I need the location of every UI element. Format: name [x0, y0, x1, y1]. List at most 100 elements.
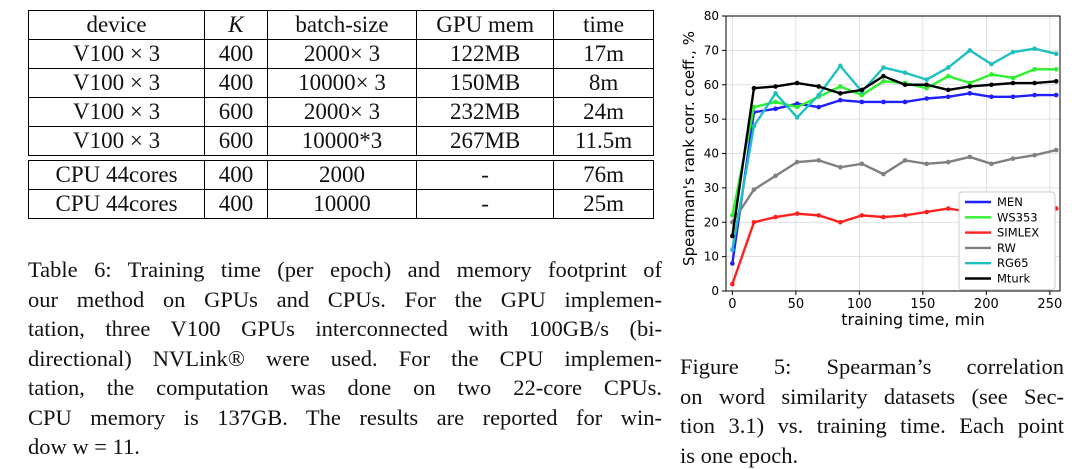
x-tick-label: 0 [728, 297, 736, 312]
legend-label: RG65 [997, 256, 1029, 270]
data-point [903, 213, 908, 218]
cell-device: V100 × 3 [29, 40, 205, 69]
data-point [730, 261, 735, 266]
data-point [1011, 156, 1016, 161]
data-point [773, 100, 778, 105]
cell-batch-size: 2000 [267, 161, 416, 190]
header-time: time [554, 11, 654, 40]
cell-device: CPU 44cores [29, 190, 205, 219]
data-point [989, 162, 994, 167]
cell-batch-size: 10000*3 [267, 127, 416, 156]
data-point [795, 115, 800, 120]
data-point [1054, 148, 1059, 153]
data-point [989, 82, 994, 87]
cell-device: V100 × 3 [29, 98, 205, 127]
caption-line: tation, the computation was done on two … [28, 373, 662, 403]
data-point [838, 165, 843, 170]
cell-gpu-mem: 232MB [417, 98, 554, 127]
data-point [1011, 50, 1016, 55]
figure-caption: Figure 5: Spearman’s correlation on word… [680, 352, 1064, 470]
caption-line: our method on GPUs and CPUs. For the GPU… [28, 285, 662, 315]
data-point [924, 82, 929, 87]
legend-label: MEN [997, 195, 1023, 209]
table-row: CPU 44cores 400 2000 - 76m [29, 161, 654, 190]
data-point [752, 220, 757, 225]
data-point [924, 96, 929, 101]
data-point [968, 48, 973, 53]
data-point [1032, 153, 1037, 158]
data-point [838, 84, 843, 89]
cell-k: 400 [205, 161, 268, 190]
cell-gpu-mem: 267MB [417, 127, 554, 156]
cell-time: 11.5m [554, 127, 654, 156]
header-gpu-mem: GPU mem [417, 11, 554, 40]
data-point [903, 100, 908, 105]
y-tick-label: 50 [704, 112, 719, 126]
data-point [881, 215, 886, 220]
data-point [730, 234, 735, 239]
caption-line: directional) NVLink® were used. For the … [28, 344, 662, 374]
data-point [1054, 52, 1059, 57]
data-point [795, 211, 800, 216]
data-point [860, 162, 865, 167]
data-point [773, 174, 778, 179]
data-point [838, 91, 843, 96]
cell-device: V100 × 3 [29, 69, 205, 98]
data-point [752, 124, 757, 129]
y-tick-label: 60 [704, 78, 719, 92]
data-point [1011, 94, 1016, 99]
data-point [1032, 67, 1037, 72]
caption-line: on word similarity datasets (see Sec- [680, 382, 1064, 412]
data-point [816, 213, 821, 218]
results-table-container: device K batch-size GPU mem time V100 × … [28, 10, 654, 219]
cell-gpu-mem: - [417, 161, 554, 190]
data-point [903, 70, 908, 75]
cell-device: CPU 44cores [29, 161, 205, 190]
cell-gpu-mem: - [417, 190, 554, 219]
cell-k: 400 [205, 69, 268, 98]
y-tick-label: 10 [704, 250, 719, 264]
legend-label: SIMLEX [997, 226, 1039, 240]
data-point [773, 107, 778, 112]
table-row: V100 × 3 600 10000*3 267MB 11.5m [29, 127, 654, 156]
data-point [946, 206, 951, 211]
data-point [924, 77, 929, 82]
y-tick-label: 70 [704, 43, 719, 57]
table-row: V100 × 3 400 2000× 3 122MB 17m [29, 40, 654, 69]
data-point [730, 247, 735, 252]
data-point [1054, 79, 1059, 84]
data-point [816, 93, 821, 98]
data-point [946, 74, 951, 79]
cell-k: 400 [205, 190, 268, 219]
data-point [989, 72, 994, 77]
cell-time: 24m [554, 98, 654, 127]
table-row: V100 × 3 600 2000× 3 232MB 24m [29, 98, 654, 127]
data-point [881, 74, 886, 79]
y-tick-label: 0 [711, 284, 719, 298]
y-tick-label: 20 [704, 215, 719, 229]
data-point [881, 65, 886, 70]
data-point [1054, 93, 1059, 98]
data-point [752, 187, 757, 192]
caption-line: is one epoch. [680, 441, 1064, 470]
table-header-row: device K batch-size GPU mem time [29, 11, 654, 40]
cell-batch-size: 2000× 3 [267, 40, 416, 69]
data-point [946, 160, 951, 165]
data-point [816, 158, 821, 163]
data-point [773, 215, 778, 220]
x-axis-label: training time, min [841, 310, 985, 329]
data-point [968, 91, 973, 96]
data-point [795, 105, 800, 110]
data-point [968, 155, 973, 160]
x-tick-label: 250 [1037, 297, 1062, 312]
data-point [773, 84, 778, 89]
data-point [773, 91, 778, 96]
data-point [968, 84, 973, 89]
cell-gpu-mem: 150MB [417, 69, 554, 98]
cell-batch-size: 2000× 3 [267, 98, 416, 127]
cell-device: V100 × 3 [29, 127, 205, 156]
legend-label: WS353 [997, 210, 1038, 224]
data-point [989, 62, 994, 67]
cell-k: 600 [205, 98, 268, 127]
